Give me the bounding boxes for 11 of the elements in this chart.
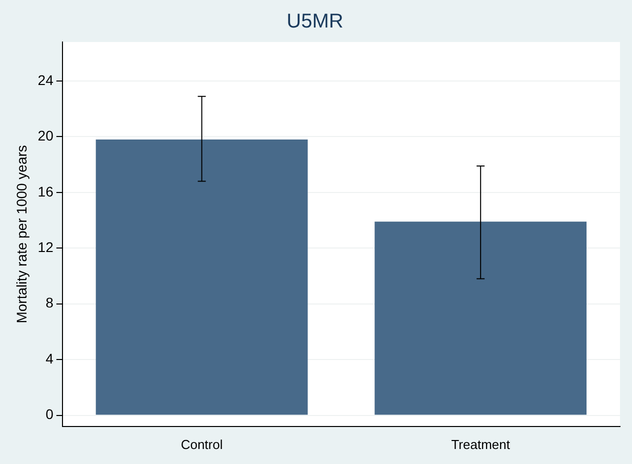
y-tick-label: 0	[46, 406, 54, 422]
y-tick-label: 4	[46, 350, 54, 366]
y-tick-label: 12	[38, 238, 54, 255]
y-tick-label: 16	[38, 183, 54, 200]
y-axis-title: Mortality rate per 1000 years	[13, 145, 30, 324]
y-tick-label: 24	[38, 72, 54, 88]
x-tick-label: Control	[180, 436, 223, 452]
y-tick-label: 20	[38, 128, 54, 144]
chart-title: U5MR	[286, 10, 344, 33]
x-tick-label: Treatment	[451, 436, 510, 452]
y-tick-label: 8	[46, 294, 54, 311]
